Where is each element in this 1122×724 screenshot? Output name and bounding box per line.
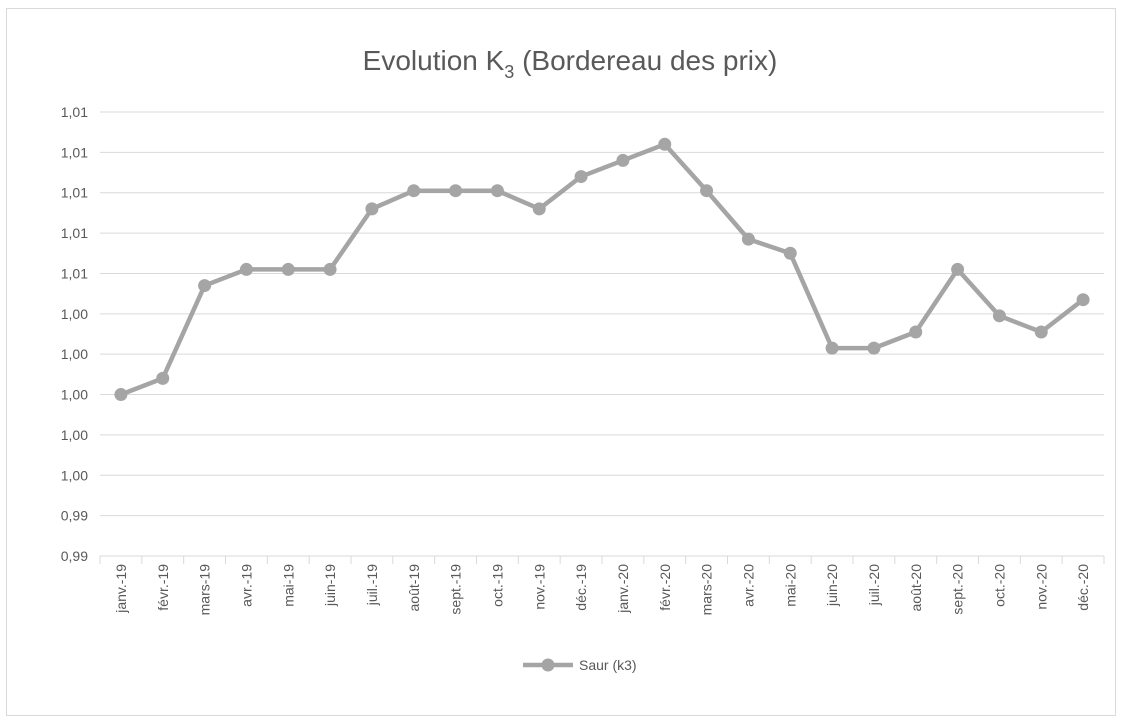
title-sub: 3 [504,62,514,82]
y-tick-label: 1,00 [61,306,88,322]
x-tick-label: févr.-20 [657,564,673,611]
point [741,232,755,246]
chart-border [6,8,1116,716]
point [1034,325,1048,339]
legend-marker [541,658,555,672]
point [156,371,170,385]
x-tick-label: nov.-19 [531,564,547,610]
y-tick-label: 0,99 [61,508,88,524]
y-tick-label: 1,01 [61,144,88,160]
point [783,246,797,260]
point [239,262,253,276]
x-tick-label: sept.-19 [448,564,464,615]
x-tick-label: déc.-20 [1075,564,1091,611]
point [323,262,337,276]
x-tick-label: oct.-19 [489,564,505,607]
point [281,262,295,276]
y-tick-label: 0,99 [61,548,88,564]
x-tick-label: nov.-20 [1033,564,1049,610]
y-tick-label: 1,00 [61,387,88,403]
x-tick-label: déc.-19 [573,564,589,611]
point [867,341,881,355]
y-tick-label: 1,01 [61,265,88,281]
x-tick-label: août-19 [406,564,422,612]
x-tick-label: janv.-20 [615,564,631,614]
x-tick-label: janv.-19 [113,564,129,614]
x-tick-label: sept.-20 [950,564,966,615]
x-tick-label: oct.-20 [991,564,1007,607]
y-tick-label: 1,01 [61,225,88,241]
x-tick-label: avr.-19 [238,564,254,607]
legend-label: Saur (k3) [579,657,637,673]
point [658,137,672,151]
point [532,202,546,216]
y-tick-label: 1,01 [61,104,88,120]
x-tick-label: août-20 [908,564,924,612]
point [909,325,923,339]
x-tick-label: mai-20 [782,564,798,607]
y-tick-label: 1,01 [61,185,88,201]
title-rest: (Bordereau des prix) [514,45,777,76]
point [825,341,839,355]
x-tick-label: juin-20 [824,564,840,607]
y-tick-label: 1,00 [61,346,88,362]
x-tick-label: mars-20 [699,564,715,616]
point [114,388,128,402]
x-tick-label: mars-19 [197,564,213,616]
y-tick-label: 1,00 [61,427,88,443]
point [574,170,588,184]
x-tick-label: mai-19 [280,564,296,607]
point [365,202,379,216]
point [490,184,504,198]
point [407,184,421,198]
chart-title: Evolution K3 (Bordereau des prix) [363,45,778,82]
point [700,184,714,198]
point [449,184,463,198]
x-tick-label: juil.-20 [866,564,882,606]
point [616,153,630,167]
y-tick-label: 1,00 [61,467,88,483]
point [951,262,965,276]
x-tick-label: avr.-20 [740,564,756,607]
x-tick-label: juin-19 [322,564,338,607]
series-line [120,142,1085,397]
point [1076,293,1090,307]
point [992,309,1006,323]
x-tick-label: juil.-19 [364,564,380,606]
title-main: Evolution K [363,45,505,76]
point [198,279,212,293]
x-tick-label: févr.-19 [155,564,171,611]
